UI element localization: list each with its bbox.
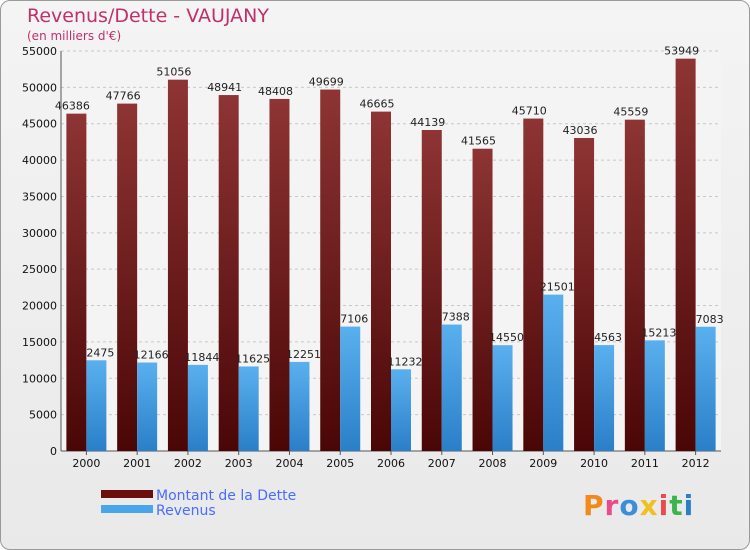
value-label: 2475 [86, 346, 114, 359]
chart-title: Revenus/Dette - VAUJANY [27, 5, 269, 27]
x-tick-label: 2011 [631, 457, 659, 470]
y-tick-label: 40000 [22, 154, 57, 167]
proxiti-logo: Proxiti [583, 489, 695, 522]
y-tick-label: 55000 [22, 45, 57, 58]
bar-revenus [441, 324, 462, 451]
x-tick-label: 2009 [529, 457, 557, 470]
value-label: 11625 [235, 352, 270, 365]
value-label: 48408 [258, 85, 293, 98]
bar-dette [624, 119, 645, 452]
value-label: 49699 [309, 76, 344, 89]
x-tick-label: 2006 [377, 457, 405, 470]
y-tick-label: 45000 [22, 118, 57, 131]
legend-entry-dette-swatch [101, 490, 153, 498]
legend-entry-dette: Montant de la Dette [156, 488, 296, 504]
value-label: 45710 [512, 105, 547, 118]
x-tick-label: 2003 [225, 457, 253, 470]
x-tick-label: 2005 [326, 457, 354, 470]
x-tick-label: 2002 [174, 457, 202, 470]
value-label: 44139 [410, 116, 445, 129]
x-tick-label: 2000 [72, 457, 100, 470]
x-tick-label: 2004 [275, 457, 303, 470]
bar-dette [421, 129, 442, 452]
value-label: 4563 [594, 331, 622, 344]
bar-revenus [187, 364, 208, 451]
bar-revenus [289, 361, 310, 451]
bar-revenus [644, 340, 665, 451]
value-label: 11232 [388, 355, 423, 368]
value-label: 41565 [461, 135, 496, 148]
value-label: 7106 [340, 313, 368, 326]
y-tick-label: 50000 [22, 81, 57, 94]
y-tick-label: 20000 [22, 300, 57, 313]
x-tick-label: 2010 [580, 457, 608, 470]
bar-dette [167, 79, 188, 451]
value-label: 45559 [613, 106, 648, 119]
value-label: 43036 [563, 124, 598, 137]
value-label: 7388 [442, 311, 470, 324]
bar-dette [675, 58, 696, 451]
bar-dette [472, 148, 493, 451]
bar-revenus [137, 362, 158, 451]
value-label: 51056 [156, 66, 191, 79]
y-tick-label: 15000 [22, 336, 57, 349]
bar-revenus [543, 294, 564, 451]
bar-dette [66, 113, 87, 451]
bar-revenus [492, 345, 513, 451]
legend-entry-revenus-swatch [101, 505, 153, 513]
x-tick-label: 2001 [123, 457, 151, 470]
x-tick-label: 2007 [428, 457, 456, 470]
value-label: 15213 [641, 326, 676, 339]
bar-revenus [391, 369, 411, 451]
chart-subtitle: (en milliers d'€) [27, 29, 122, 43]
y-tick-label: 30000 [22, 227, 57, 240]
value-label: 53949 [664, 45, 699, 58]
value-label: 14550 [489, 331, 524, 344]
legend-entry-revenus: Revenus [156, 503, 216, 519]
bar-revenus [340, 326, 361, 451]
bar-revenus [695, 326, 716, 451]
x-tick-label: 2012 [682, 457, 710, 470]
y-tick-label: 10000 [22, 372, 57, 385]
y-tick-label: 5000 [29, 409, 57, 422]
value-label: 21501 [540, 281, 575, 294]
bar-dette [574, 138, 595, 451]
bar-dette [218, 95, 239, 451]
bar-dette [523, 118, 544, 452]
bar-revenus [594, 345, 615, 451]
value-label: 11844 [184, 351, 219, 364]
bar-revenus [86, 360, 107, 451]
value-label: 46386 [55, 100, 90, 113]
bar-dette [117, 103, 138, 452]
bar-dette [371, 111, 391, 452]
y-tick-label: 0 [50, 445, 57, 458]
bar-dette [269, 98, 290, 451]
y-tick-label: 25000 [22, 263, 57, 276]
bar-revenus [238, 366, 259, 451]
y-tick-label: 35000 [22, 190, 57, 203]
bar-dette [320, 89, 341, 451]
value-label: 47766 [106, 90, 141, 103]
value-label: 12166 [134, 349, 169, 362]
x-tick-label: 2008 [479, 457, 507, 470]
value-label: 7083 [696, 313, 724, 326]
value-label: 12251 [286, 348, 321, 361]
value-label: 48941 [207, 81, 242, 94]
value-label: 46665 [360, 98, 395, 111]
